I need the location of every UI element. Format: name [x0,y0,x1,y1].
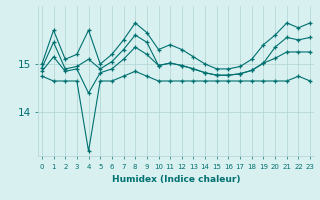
X-axis label: Humidex (Indice chaleur): Humidex (Indice chaleur) [112,175,240,184]
